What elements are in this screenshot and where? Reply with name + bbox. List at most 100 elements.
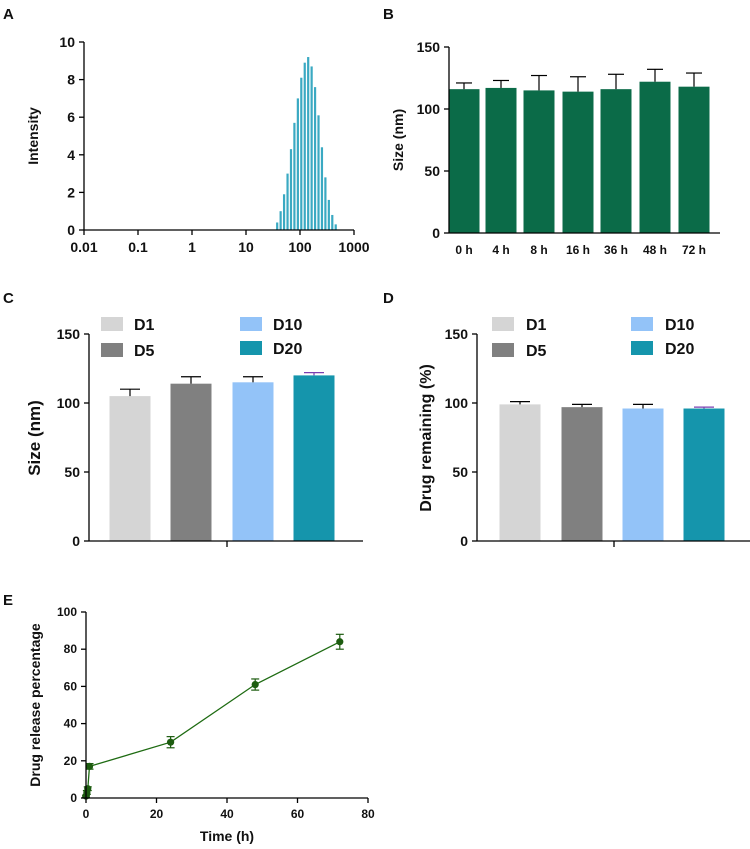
panel-d-bar — [683, 408, 725, 541]
panel-a-bar — [282, 194, 286, 230]
panel-a-bar — [289, 149, 293, 230]
panel-e-x-tick-labels: 0 20 40 60 80 — [83, 807, 375, 821]
panel-b-xtick-label: 36 h — [604, 243, 628, 257]
panel-label-c: C — [3, 290, 14, 307]
panel-d-legend-label-d1: D1 — [526, 317, 547, 334]
panel-a-bar — [307, 57, 310, 230]
panel-e-xtick-label: 40 — [220, 807, 234, 821]
panel-e-y-tick-marks — [81, 611, 86, 799]
panel-b-xtick-label: 8 h — [530, 243, 547, 257]
panel-d-bar — [499, 404, 541, 541]
panel-b-bar — [485, 87, 517, 233]
panel-e-ytick-label: 20 — [64, 754, 78, 768]
panel-e-y-tick-labels: 0 20 40 60 80 100 — [57, 605, 77, 805]
panel-a-ytick-label: 6 — [67, 109, 75, 125]
panel-a-xtick-label: 1000 — [338, 239, 369, 255]
panel-e-ytick-label: 60 — [64, 679, 78, 693]
panel-a-ytick-label: 10 — [59, 34, 75, 50]
panel-label-e: E — [3, 592, 13, 609]
panel-e-series — [82, 633, 344, 800]
panel-c-legend-swatch-d5 — [101, 343, 123, 357]
panel-a-bar — [317, 115, 320, 230]
panel-e-ytick-label: 40 — [64, 717, 78, 731]
panel-d-legend: D1 D5 D10 D20 — [492, 317, 694, 360]
panel-a-bar — [303, 62, 306, 231]
panel-e-point — [84, 785, 92, 793]
panel-d-y-axis-title: Drug remaining (%) — [418, 364, 435, 512]
panel-b-bar — [678, 86, 710, 234]
panel-c-bar — [293, 375, 335, 541]
panel-d-bar — [622, 408, 664, 541]
panel-b-y-tick-labels: 0 50 100 150 — [417, 39, 441, 241]
panel-c-ytick-label: 0 — [72, 533, 80, 549]
panel-label-b: B — [383, 6, 394, 23]
panel-a-xtick-label: 1 — [188, 239, 196, 255]
panel-e-ytick-label: 0 — [70, 791, 77, 805]
panel-b: B 0 50 100 150 0 h 4 h 8 h 16 h 36 h 48 … — [383, 6, 720, 257]
panel-b-ytick-label: 150 — [417, 39, 441, 55]
panel-c-y-axis-title: Size (nm) — [25, 400, 44, 476]
panel-c-bar — [109, 396, 151, 541]
panel-b-x-tick-labels: 0 h 4 h 8 h 16 h 36 h 48 h 72 h — [455, 243, 706, 257]
panel-b-bar — [448, 89, 480, 233]
panel-a-bar — [276, 222, 279, 230]
panel-d-legend-label-d10: D10 — [665, 317, 694, 334]
panel-d: D 0 50 100 150 Drug remaining (%) D1 D5 … — [383, 290, 750, 549]
panel-e-xtick-label: 20 — [150, 807, 164, 821]
panel-b-xtick-label: 16 h — [566, 243, 590, 257]
panel-a-bar — [331, 214, 334, 230]
panel-c-y-tick-labels: 0 50 100 150 — [57, 326, 81, 549]
panel-b-bar — [562, 91, 594, 233]
panel-d-bar — [561, 407, 603, 541]
panel-e-xtick-label: 80 — [361, 807, 375, 821]
panel-e-xtick-label: 0 — [83, 807, 90, 821]
panel-d-ytick-label: 100 — [445, 395, 469, 411]
panel-c-bar — [232, 382, 274, 541]
panel-c-y-tick-marks — [84, 333, 89, 542]
panel-e-x-axis-title: Time (h) — [200, 828, 254, 844]
panel-label-d: D — [383, 290, 394, 307]
panel-c-ytick-label: 100 — [57, 395, 81, 411]
panel-d-legend-swatch-d1 — [492, 317, 514, 331]
panel-b-ytick-label: 0 — [432, 225, 440, 241]
panel-a-bar — [293, 122, 296, 230]
panel-b-xtick-label: 0 h — [455, 243, 472, 257]
panel-a-bar — [324, 177, 327, 230]
panel-a-bar — [286, 173, 289, 230]
panel-a-xtick-label: 0.1 — [128, 239, 148, 255]
panel-b-bar — [639, 81, 671, 233]
panel-e-point — [251, 680, 259, 689]
panel-a-bar — [327, 199, 330, 230]
panel-a-y-tick-marks — [79, 41, 84, 231]
panel-b-xtick-label: 4 h — [492, 243, 509, 257]
panel-b-ytick-label: 50 — [424, 163, 440, 179]
panel-e-line — [85, 641, 341, 797]
panel-c-bars — [109, 372, 335, 541]
panel-a-bars — [276, 57, 337, 231]
panel-c-legend: D1 D5 D10 D20 — [101, 317, 302, 360]
panel-c: C 0 50 100 150 Size (nm) D1 D5 D10 D20 — [3, 290, 363, 549]
panel-c-legend-label-d1: D1 — [134, 317, 155, 334]
panel-e-x-tick-marks — [85, 798, 369, 803]
panel-a-xtick-label: 100 — [288, 239, 312, 255]
panel-d-bars — [499, 401, 725, 541]
panel-e-point — [336, 638, 344, 646]
panel-a-ytick-label: 4 — [67, 147, 75, 163]
panel-a-ytick-label: 0 — [67, 222, 75, 238]
panel-c-legend-label-d20: D20 — [273, 341, 302, 358]
panel-a-bar — [300, 77, 303, 230]
panel-c-legend-swatch-d10 — [240, 317, 262, 331]
panel-a-bar — [334, 224, 337, 230]
panel-a-ytick-label: 8 — [67, 72, 75, 88]
panel-e-point — [85, 762, 94, 770]
panel-d-legend-swatch-d5 — [492, 343, 514, 357]
panel-c-ytick-label: 150 — [57, 326, 81, 342]
panel-e-y-axis-title: Drug release percentage — [27, 623, 43, 787]
panel-b-xtick-label: 72 h — [682, 243, 706, 257]
panel-a-bar — [320, 147, 324, 230]
panel-a-bar — [313, 87, 317, 231]
panel-d-ytick-label: 150 — [445, 326, 469, 342]
panel-a-y-axis-title: Intensity — [25, 107, 41, 165]
panel-label-a: A — [3, 6, 14, 23]
